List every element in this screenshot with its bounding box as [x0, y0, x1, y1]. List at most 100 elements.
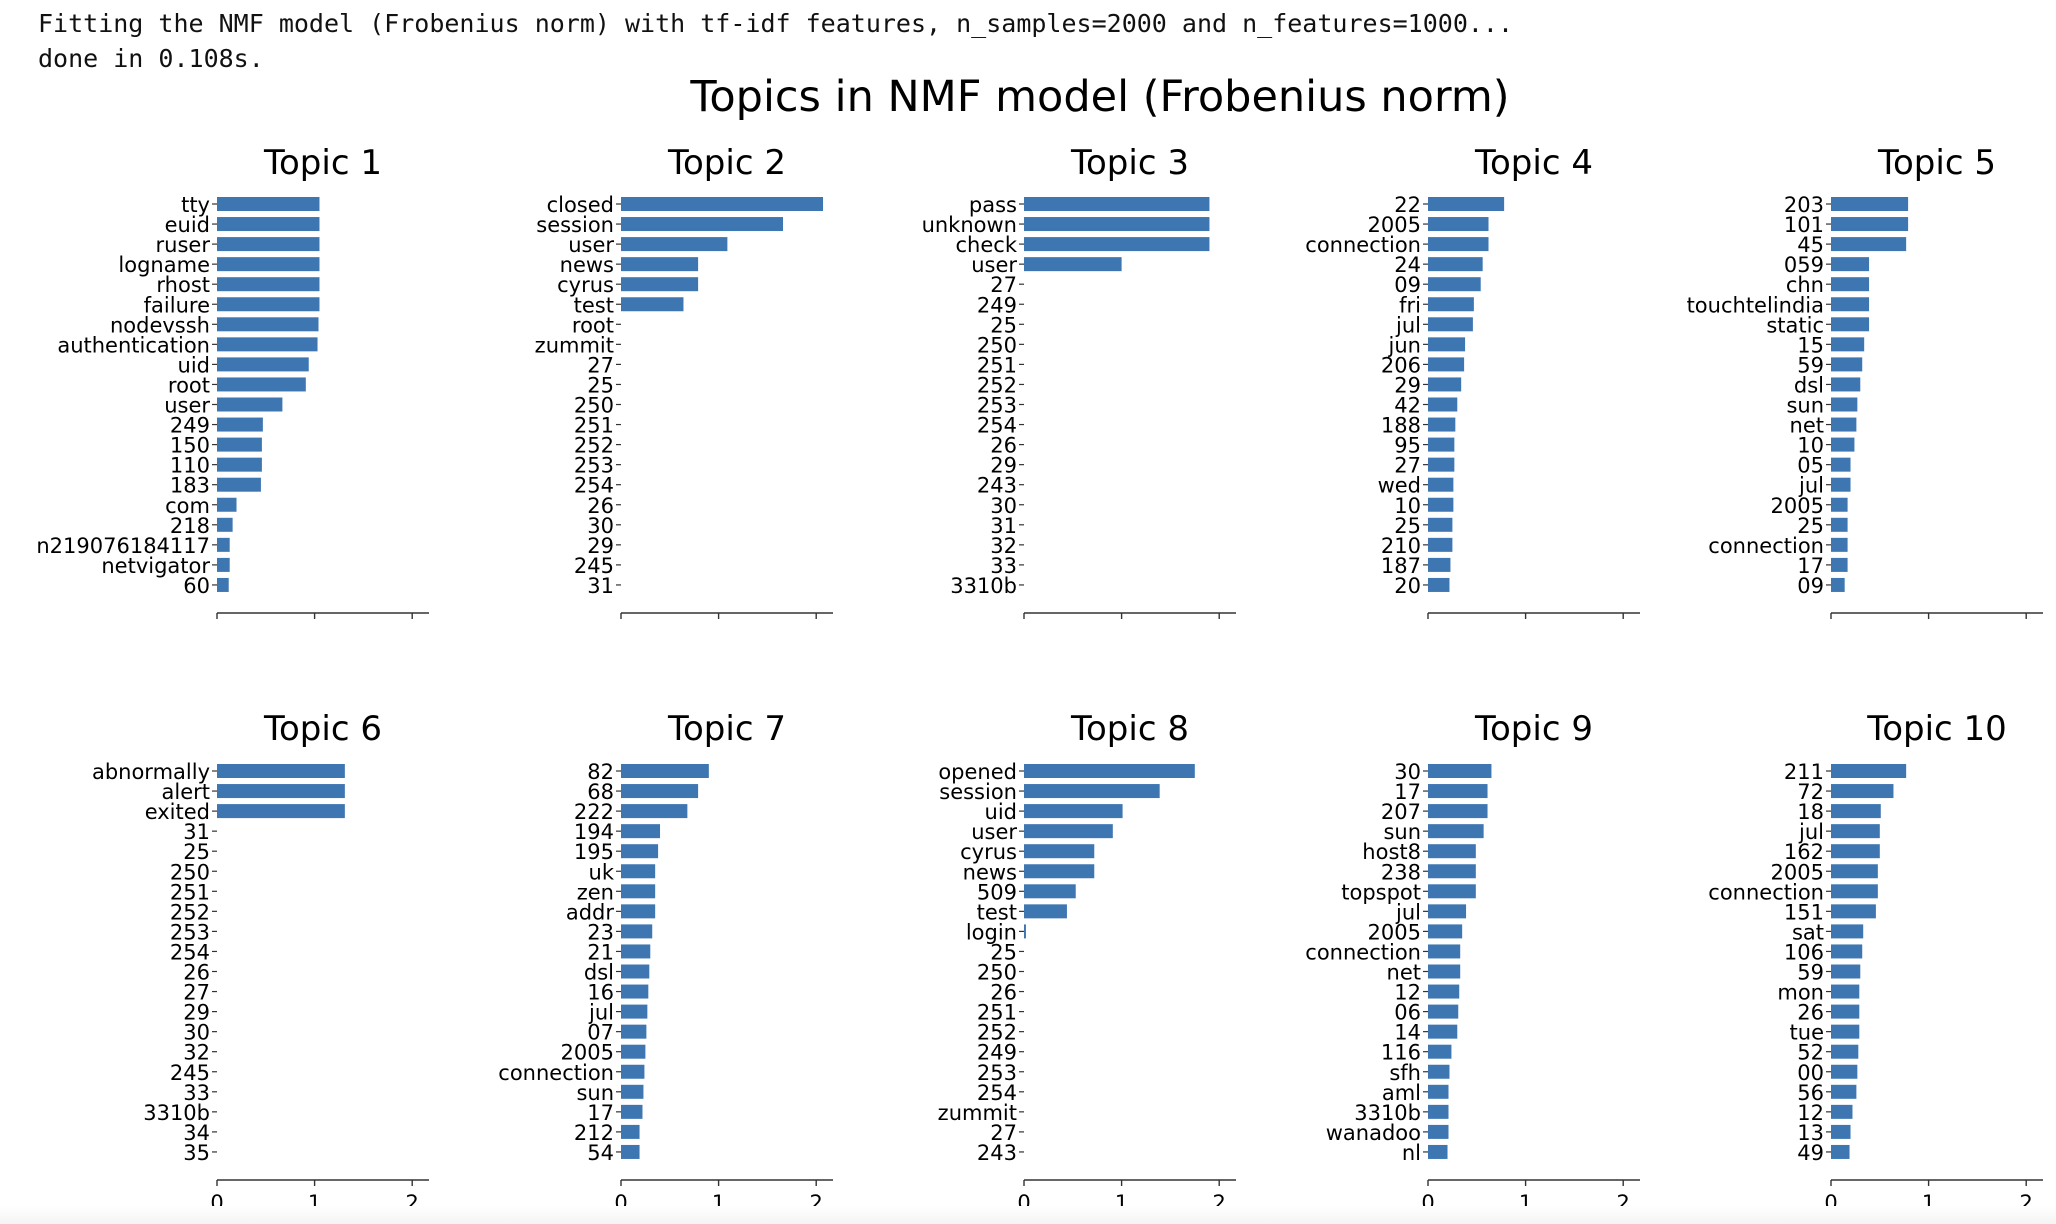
category-label: 254	[977, 1081, 1017, 1105]
category-label: 253	[170, 920, 210, 944]
category-label: 245	[574, 554, 614, 578]
category-label: 35	[183, 1141, 210, 1165]
category-label: 31	[183, 820, 210, 844]
category-label: 26	[990, 981, 1017, 1005]
category-label: 72	[1797, 780, 1824, 804]
bar	[1024, 824, 1113, 839]
bar	[217, 317, 319, 332]
category-label: 250	[977, 961, 1017, 985]
topic-chart-10: Topic 10 2117218jul1622005connection151sa…	[1708, 709, 2043, 1215]
category-label: 13	[1797, 1121, 1824, 1145]
chart-title: Topic 1	[263, 143, 382, 183]
category-label: 16	[587, 981, 614, 1005]
category-label: connection	[1708, 534, 1824, 558]
category-label: 509	[977, 880, 1017, 904]
chart-title: Topic 10	[1866, 709, 2007, 749]
category-label: static	[1766, 313, 1824, 337]
category-label: 31	[990, 514, 1017, 538]
topic-chart-9: Topic 9 3017207sunhost8238topspotjul2005c…	[1305, 709, 1640, 1215]
category-label: sun	[1383, 820, 1421, 844]
category-label: nl	[1402, 1141, 1421, 1165]
bar	[1831, 357, 1863, 372]
bar	[621, 197, 824, 211]
category-label: 20	[1394, 574, 1421, 598]
category-label: 32	[183, 1041, 210, 1065]
bar	[621, 297, 684, 312]
category-label: net	[1387, 961, 1421, 985]
category-label: 222	[574, 800, 614, 824]
category-label: user	[568, 233, 614, 257]
bar	[1024, 257, 1122, 272]
category-label: 207	[1381, 800, 1421, 824]
category-label: 243	[977, 1141, 1017, 1165]
category-label: 252	[574, 434, 614, 458]
category-label: 15	[1797, 333, 1824, 357]
category-label: 30	[990, 494, 1017, 518]
bar	[621, 864, 656, 879]
category-label: 3310b	[1354, 1101, 1421, 1125]
category-label: session	[536, 213, 614, 237]
category-label: 116	[1381, 1041, 1421, 1065]
category-label: aml	[1382, 1081, 1421, 1105]
category-label: 34	[183, 1121, 210, 1145]
topic-chart-1: Topic 1 ttyeuidruserlognamerhostfailureno…	[36, 143, 429, 619]
category-label: 12	[1797, 1101, 1824, 1125]
category-label: 251	[170, 880, 210, 904]
category-label: 29	[587, 534, 614, 558]
bar	[1428, 984, 1460, 999]
bar	[1831, 1144, 1850, 1159]
bar	[621, 904, 656, 919]
category-label: 187	[1381, 554, 1421, 578]
category-label: 3310b	[143, 1101, 210, 1125]
category-label: 251	[977, 353, 1017, 377]
category-label: 059	[1784, 253, 1824, 277]
bar	[1428, 1104, 1449, 1119]
bar	[621, 764, 709, 778]
bar	[1831, 864, 1878, 879]
category-label: alert	[162, 780, 211, 804]
category-label: 68	[587, 780, 614, 804]
category-label: 3310b	[950, 574, 1017, 598]
bar	[217, 197, 320, 211]
bar	[1428, 557, 1451, 572]
category-label: chn	[1786, 273, 1824, 297]
category-label: 253	[574, 454, 614, 478]
category-label: 31	[587, 574, 614, 598]
category-label: 09	[1394, 273, 1421, 297]
category-label: 26	[990, 434, 1017, 458]
category-label: dsl	[584, 961, 614, 985]
category-label: 30	[1394, 760, 1421, 784]
bar	[1428, 1144, 1448, 1159]
category-label: user	[164, 394, 210, 418]
bar	[1428, 1024, 1458, 1039]
bar	[1024, 804, 1123, 819]
bar	[1831, 417, 1857, 432]
bar	[1831, 964, 1861, 979]
bar	[1428, 297, 1474, 312]
category-label: 251	[574, 414, 614, 438]
bar	[1831, 457, 1851, 472]
category-label: 29	[1394, 373, 1421, 397]
bar	[217, 457, 262, 472]
bar	[1024, 904, 1067, 919]
bar	[217, 417, 263, 432]
bar	[621, 1004, 648, 1019]
chart-title: Topic 5	[1877, 143, 1996, 183]
bar	[1428, 377, 1462, 392]
bar	[1831, 1004, 1860, 1019]
bar	[621, 784, 699, 799]
bar	[1428, 964, 1461, 979]
category-label: 26	[1797, 1001, 1824, 1025]
category-label: 195	[574, 840, 614, 864]
bar	[1428, 1084, 1449, 1099]
category-label: logname	[118, 253, 210, 277]
chart-title: Topic 3	[1070, 143, 1189, 183]
category-label: unknown	[922, 213, 1017, 237]
category-label: 2005	[1368, 213, 1421, 237]
category-label: 252	[977, 1021, 1017, 1045]
category-label: 29	[990, 454, 1017, 478]
bar	[1831, 804, 1881, 819]
bar	[1831, 884, 1878, 899]
category-label: 25	[1797, 514, 1824, 538]
category-label: sun	[1786, 394, 1824, 418]
